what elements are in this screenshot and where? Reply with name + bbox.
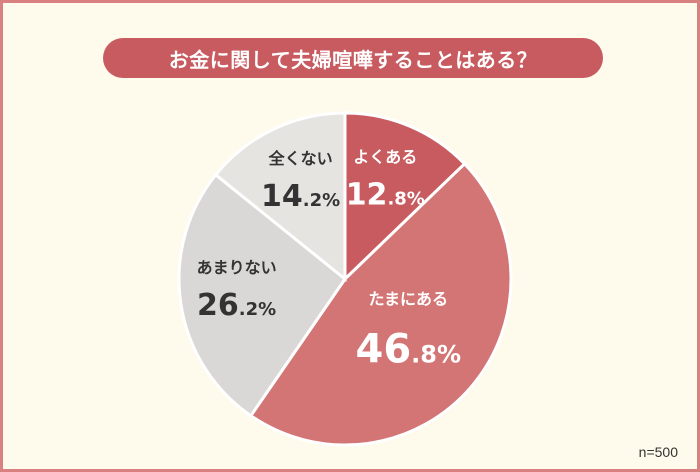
chart-title: お金に関して夫婦喧嘩することはある？ <box>103 38 603 78</box>
slice-value-3: 26.2% <box>197 288 276 323</box>
slice-label-3: あまりない <box>197 258 277 277</box>
slice-value-1: 12.8% <box>346 177 425 212</box>
sample-size-label: n=500 <box>638 444 678 460</box>
slice-label-2: たまにある <box>369 290 449 309</box>
pie-slice-3 <box>177 172 348 418</box>
slice-label-1: よくある <box>353 147 417 166</box>
slice-label-4: 全くない <box>268 149 333 168</box>
pie-slice-1 <box>343 111 467 283</box>
slice-value-2: 46.8% <box>356 327 462 373</box>
pie-slice-2 <box>248 161 513 447</box>
pie-slice-4 <box>213 111 347 283</box>
slice-value-4: 14.2% <box>261 179 340 214</box>
